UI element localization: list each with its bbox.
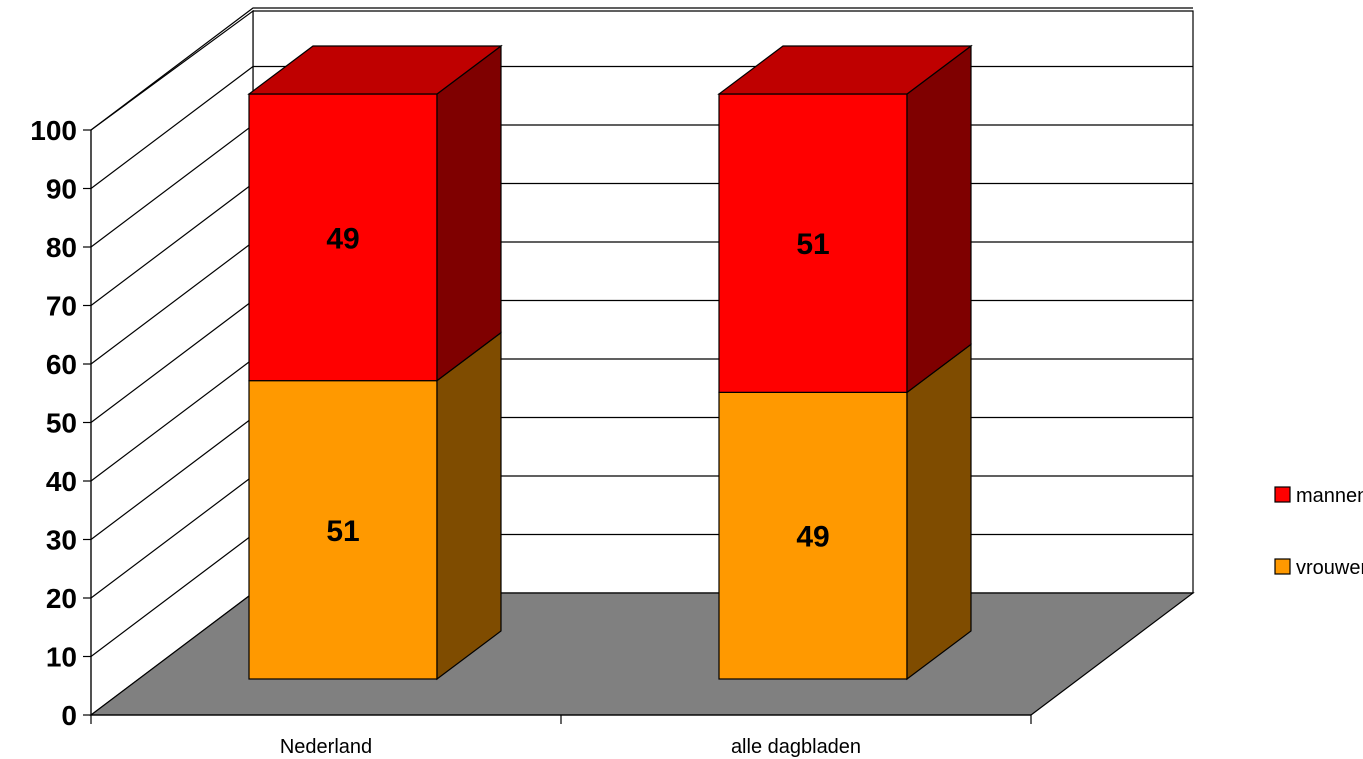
- x-tick-label: Nederland: [280, 736, 372, 758]
- data-labels: 51 49 49 51: [326, 222, 829, 553]
- gridline: [90, 7, 1193, 131]
- bar-mannen-2: [717, 44, 973, 394]
- legend-swatch: [1274, 558, 1291, 575]
- data-label: 49: [796, 521, 829, 554]
- bar-top: [247, 45, 503, 95]
- data-label: 51: [796, 228, 829, 261]
- y-tick-label: 60: [46, 349, 77, 380]
- legend-item-vrouwen: vrouwen: [1274, 557, 1363, 579]
- bar-mannen-1: [247, 44, 503, 382]
- bar-side: [436, 44, 502, 382]
- legend-item-mannen: mannen: [1274, 485, 1363, 507]
- y-tick-label: 50: [46, 408, 77, 439]
- bar-side: [906, 343, 972, 681]
- x-tick-label: alle dagbladen: [731, 736, 861, 758]
- bar-vrouwen-1: [248, 331, 502, 681]
- bar-side: [906, 44, 972, 394]
- bar-front: [248, 93, 438, 382]
- y-tick-label: 0: [61, 700, 77, 731]
- bar-vrouwen-2: [718, 343, 972, 681]
- y-tick-label: 40: [46, 466, 77, 497]
- legend: mannen vrouwen: [1274, 485, 1363, 579]
- bar-front: [718, 93, 908, 393]
- bar-top: [717, 45, 973, 95]
- bar-front: [718, 391, 908, 680]
- y-tick-label: 100: [30, 115, 77, 146]
- legend-swatch: [1274, 486, 1291, 503]
- axes: 0 10 20 30 40 50 60 70 80 90 100 Nederland alle dagb…: [30, 115, 1032, 758]
- y-tick-label: 90: [46, 174, 77, 205]
- data-label: 51: [326, 515, 359, 548]
- legend-label: vrouwen: [1296, 557, 1363, 579]
- bar-front: [248, 380, 438, 680]
- bars: [247, 44, 973, 681]
- data-label: 49: [326, 222, 359, 255]
- y-tick-label: 10: [46, 642, 77, 673]
- bar-side: [436, 331, 502, 681]
- y-tick-label: 70: [46, 291, 77, 322]
- legend-label: mannen: [1296, 485, 1363, 507]
- y-tick-label: 30: [46, 525, 77, 556]
- side-wall: [90, 9, 254, 717]
- y-tick-label: 20: [46, 583, 77, 614]
- y-tick-label: 80: [46, 232, 77, 263]
